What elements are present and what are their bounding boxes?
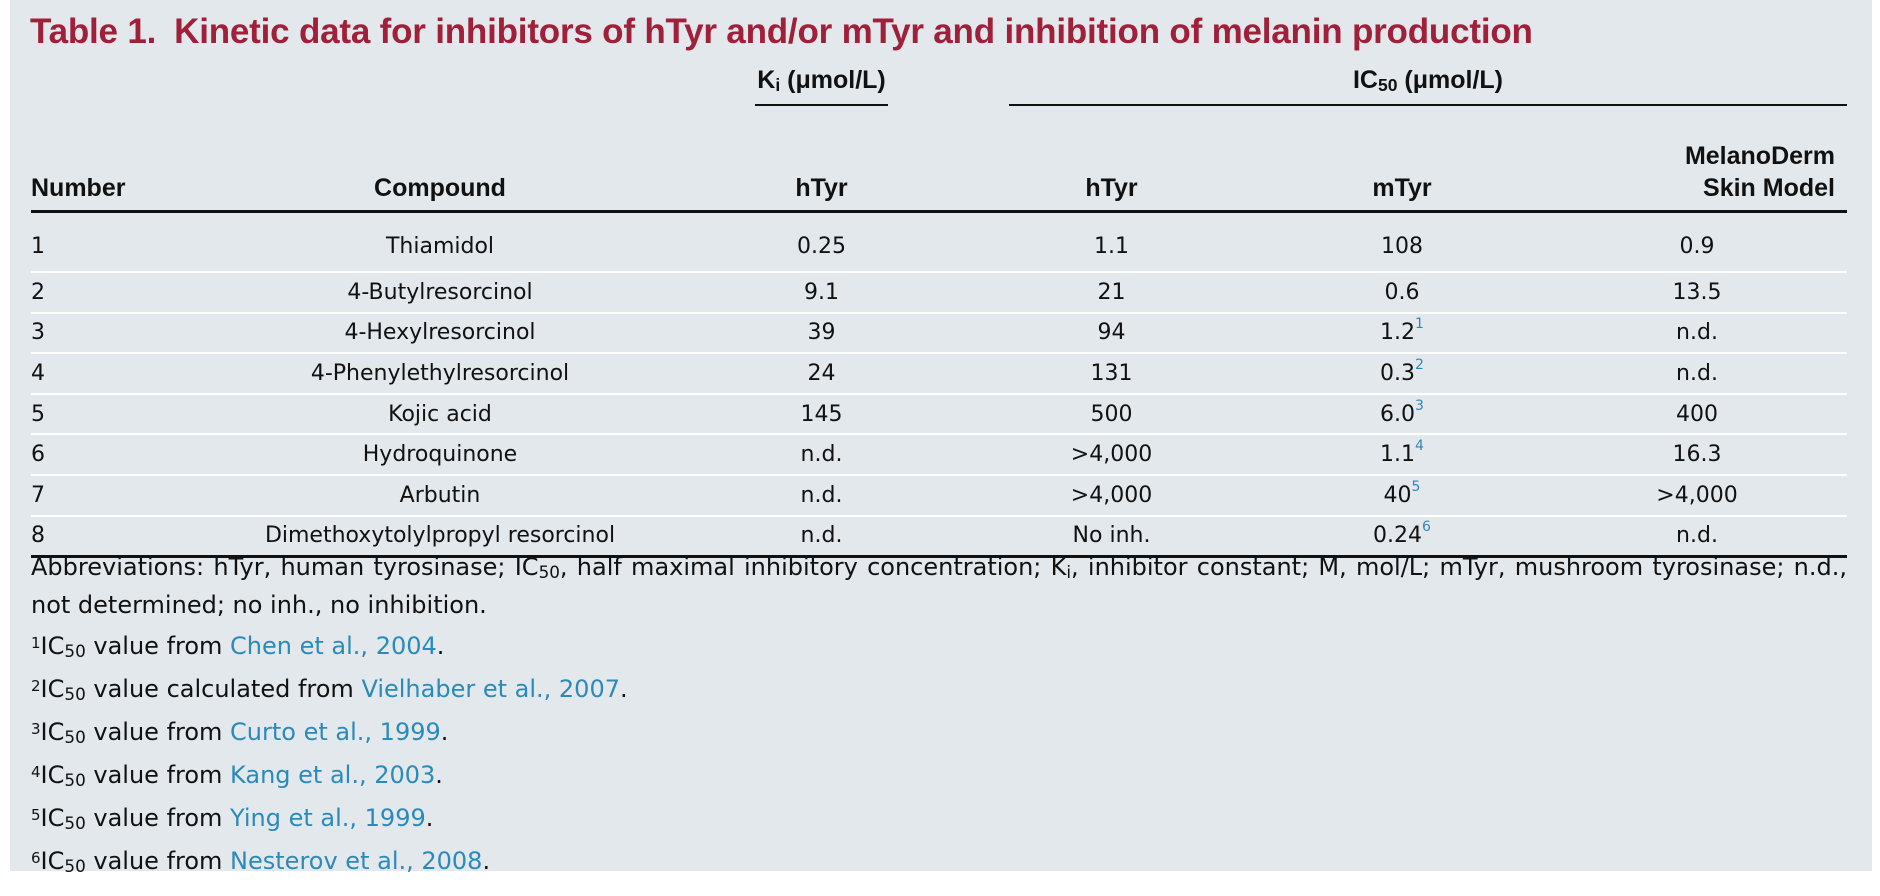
cell-ki-htyr: n.d.: [677, 474, 966, 517]
citation-link[interactable]: Curto et al., 1999: [230, 718, 441, 746]
footnote: 1IC50 value from Chen et al., 2004.: [31, 632, 445, 661]
table-panel: Table 1. Kinetic data for inhibitors of h…: [10, 0, 1872, 876]
col-header-ic-htyr: hTyr: [966, 108, 1257, 213]
table-row: 1 Thiamidol 0.25 1.1 108 0.9: [31, 211, 1847, 273]
footnote-ref[interactable]: 6: [1422, 519, 1431, 536]
cell-ic-htyr: No inh.: [966, 515, 1257, 559]
col-header-number: Number: [31, 108, 203, 213]
abbreviations-note: Abbreviations: hTyr, human tyrosinase; I…: [31, 553, 1848, 619]
footnote-ref[interactable]: 5: [1411, 478, 1421, 495]
table-title-text: Kinetic data for inhibitors of hTyr and/…: [174, 12, 1533, 51]
footnote-ref[interactable]: 3: [1415, 397, 1424, 414]
cell-melanoderm: 13.5: [1547, 272, 1847, 314]
cell-number: 3: [31, 312, 203, 355]
cell-ic-htyr: 131: [966, 353, 1257, 395]
footnote: 4IC50 value from Kang et al., 2003.: [31, 761, 443, 790]
table-notes: Abbreviations: hTyr, human tyrosinase; I…: [31, 551, 1847, 885]
cell-melanoderm: n.d.: [1547, 515, 1847, 559]
cell-number: 6: [31, 434, 203, 476]
cell-ic-htyr: 500: [966, 393, 1257, 436]
cell-ic-htyr: >4,000: [966, 474, 1257, 517]
table-row: 4 4-Phenylethylresorcinol 24 131 0.32 n.d.: [31, 353, 1847, 395]
table-row: 2 4-Butylresorcinol 9.1 21 0.6 13.5: [31, 272, 1847, 314]
cell-ki-htyr: n.d.: [677, 434, 966, 476]
cell-compound: Kojic acid: [203, 393, 677, 436]
cell-melanoderm: n.d.: [1547, 312, 1847, 355]
table-container: Ki (μmol/L) IC50 (μmol/L) Number Compoun…: [31, 64, 1847, 559]
cell-number: 5: [31, 393, 203, 436]
col-header-compound: Compound: [203, 108, 677, 213]
footnote-list: 1IC50 value from Chen et al., 2004. 2IC50…: [31, 627, 1847, 885]
cell-ic-mtyr: 0.246: [1257, 515, 1547, 559]
cell-melanoderm: 400: [1547, 393, 1847, 436]
table-body: 1 Thiamidol 0.25 1.1 108 0.9 2 4-Butylresorcino…: [31, 211, 1847, 559]
citation-link[interactable]: Chen et al., 2004: [230, 632, 437, 660]
cell-ic-htyr: 21: [966, 272, 1257, 314]
cell-melanoderm: 0.9: [1547, 211, 1847, 273]
cell-ki-htyr: 0.25: [677, 211, 966, 273]
table-row: 6 Hydroquinone n.d. >4,000 1.14 16.3: [31, 434, 1847, 476]
cell-melanoderm: 16.3: [1547, 434, 1847, 476]
cell-ki-htyr: 9.1: [677, 272, 966, 314]
footnote-ref[interactable]: 2: [1415, 356, 1424, 373]
footnote: 5IC50 value from Ying et al., 1999.: [31, 804, 434, 833]
table-row: 8 Dimethoxytolylpropyl resorcinol n.d. No i…: [31, 515, 1847, 559]
cell-melanoderm: n.d.: [1547, 353, 1847, 395]
cell-ki-htyr: n.d.: [677, 515, 966, 559]
col-header-ic-mtyr: mTyr: [1257, 108, 1547, 213]
cell-ic-mtyr: 0.32: [1257, 353, 1547, 395]
ic50-group-header: IC50 (μmol/L): [966, 64, 1847, 108]
cell-ic-htyr: 94: [966, 312, 1257, 355]
table-number: Table 1.: [30, 12, 157, 51]
cell-melanoderm: >4,000: [1547, 474, 1847, 517]
group-header-row: Ki (μmol/L) IC50 (μmol/L): [31, 64, 1847, 108]
citation-link[interactable]: Vielhaber et al., 2007: [361, 675, 620, 703]
cell-number: 8: [31, 515, 203, 559]
table-row: 5 Kojic acid 145 500 6.03 400: [31, 393, 1847, 436]
table-title: Table 1. Kinetic data for inhibitors of h…: [30, 12, 1533, 52]
ki-group-header: Ki (μmol/L): [677, 64, 966, 108]
column-header-row: Number Compound hTyr hTyr mTyr MelanoDer…: [31, 108, 1847, 213]
footnote: 2IC50 value calculated from Vielhaber et…: [31, 675, 628, 704]
cell-ki-htyr: 24: [677, 353, 966, 395]
cell-ic-mtyr: 0.6: [1257, 272, 1547, 314]
cell-compound: Dimethoxytolylpropyl resorcinol: [203, 515, 677, 559]
footnote-ref[interactable]: 1: [1415, 316, 1424, 333]
footnote-ref[interactable]: 4: [1415, 438, 1424, 455]
table-row: 7 Arbutin n.d. >4,000 405 >4,000: [31, 474, 1847, 517]
col-header-melanoderm: MelanoDerm Skin Model: [1547, 108, 1847, 213]
cell-ki-htyr: 39: [677, 312, 966, 355]
footnote: 3IC50 value from Curto et al., 1999.: [31, 718, 449, 747]
cell-ki-htyr: 145: [677, 393, 966, 436]
cell-ic-mtyr: 405: [1257, 474, 1547, 517]
cell-ic-mtyr: 1.21: [1257, 312, 1547, 355]
cell-ic-htyr: >4,000: [966, 434, 1257, 476]
citation-link[interactable]: Ying et al., 1999: [230, 804, 426, 832]
cell-ic-htyr: 1.1: [966, 211, 1257, 273]
cell-compound: 4-Phenylethylresorcinol: [203, 353, 677, 395]
citation-link[interactable]: Kang et al., 2003: [230, 761, 436, 789]
kinetic-data-table: Ki (μmol/L) IC50 (μmol/L) Number Compoun…: [31, 64, 1847, 559]
cell-ic-mtyr: 1.14: [1257, 434, 1547, 476]
cell-number: 7: [31, 474, 203, 517]
cell-number: 2: [31, 272, 203, 314]
cell-number: 4: [31, 353, 203, 395]
cell-number: 1: [31, 211, 203, 273]
table-row: 3 4-Hexylresorcinol 39 94 1.21 n.d.: [31, 312, 1847, 355]
citation-link[interactable]: Nesterov et al., 2008: [230, 847, 483, 875]
cell-ic-mtyr: 108: [1257, 211, 1547, 273]
cell-compound: Hydroquinone: [203, 434, 677, 476]
cell-ic-mtyr: 6.03: [1257, 393, 1547, 436]
cell-compound: 4-Hexylresorcinol: [203, 312, 677, 355]
cell-compound: 4-Butylresorcinol: [203, 272, 677, 314]
cell-compound: Arbutin: [203, 474, 677, 517]
footnote: 6IC50 value from Nesterov et al., 2008.: [31, 847, 491, 876]
col-header-ki-htyr: hTyr: [677, 108, 966, 213]
cell-compound: Thiamidol: [203, 211, 677, 273]
